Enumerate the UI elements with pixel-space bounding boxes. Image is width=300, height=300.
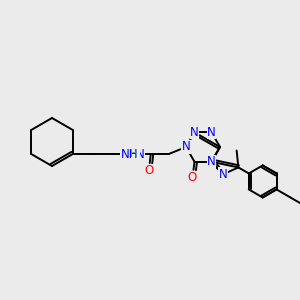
Text: N: N <box>207 126 216 139</box>
Text: N: N <box>190 126 199 139</box>
Text: O: O <box>144 164 153 178</box>
Text: N: N <box>190 126 199 139</box>
Text: N: N <box>207 126 216 139</box>
Text: NH: NH <box>121 148 139 160</box>
Text: H: H <box>130 149 138 159</box>
Text: O: O <box>144 164 153 178</box>
Text: O: O <box>188 171 197 184</box>
Text: H: H <box>127 149 135 159</box>
Text: N: N <box>182 140 190 154</box>
Text: NH: NH <box>121 148 139 160</box>
Text: N: N <box>207 155 216 168</box>
Text: N: N <box>218 168 227 181</box>
Text: N: N <box>218 168 227 181</box>
Text: H: H <box>130 149 138 159</box>
Text: N: N <box>136 148 145 160</box>
Text: N: N <box>182 140 190 154</box>
Text: N: N <box>207 155 216 168</box>
Text: O: O <box>188 171 197 184</box>
